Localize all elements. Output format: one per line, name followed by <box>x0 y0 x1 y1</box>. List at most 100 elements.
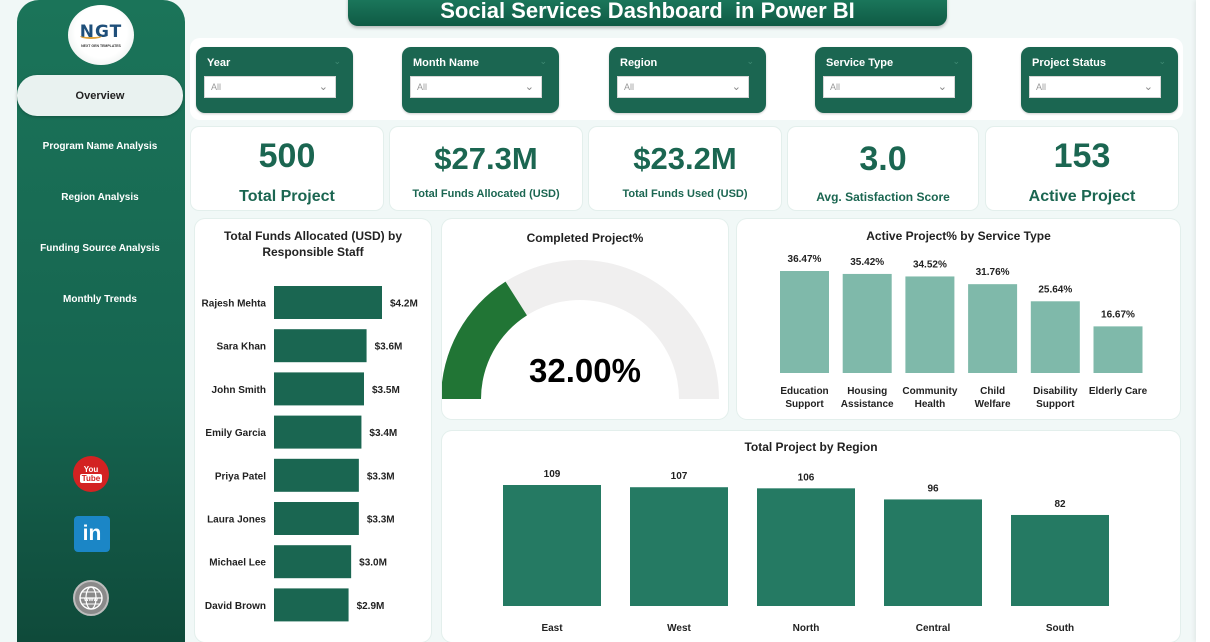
sidebar-item-program-name-analysis[interactable]: Program Name Analysis <box>17 141 183 152</box>
website-label: www <box>83 597 98 603</box>
sidebar-item-funding-source-analysis[interactable]: Funding Source Analysis <box>17 243 183 254</box>
sidebar-item-label: Program Name Analysis <box>42 141 158 152</box>
region-chart-card: Total Project by Region 109 East 107 West 10… <box>442 431 1180 642</box>
category-label: Support <box>785 399 824 410</box>
slicer-header-chevron-icon[interactable]: ⌄ <box>952 56 960 66</box>
filter-value: All <box>211 82 222 92</box>
kpi-value: $27.3M <box>434 141 538 176</box>
data-label: 109 <box>544 469 561 480</box>
slicer-header-chevron-icon[interactable]: ⌄ <box>333 56 341 66</box>
category-label: John Smith <box>212 385 266 396</box>
bar[interactable] <box>905 276 955 373</box>
globe-icon: www <box>79 586 103 610</box>
linkedin-label: in <box>82 522 102 545</box>
filter-dropdown[interactable]: All ⌄ <box>823 76 955 98</box>
filter-value: All <box>830 82 841 92</box>
data-label: $3.0M <box>359 558 387 569</box>
sidebar-item-region-analysis[interactable]: Region Analysis <box>17 192 183 203</box>
category-label: Emily Garcia <box>205 428 266 439</box>
data-label: 35.42% <box>850 257 884 268</box>
youtube-label-bottom: Tube <box>79 474 103 483</box>
kpi-label: Total Funds Allocated (USD) <box>412 188 560 200</box>
kpi-value: $23.2M <box>633 141 737 176</box>
category-label: Michael Lee <box>209 558 266 569</box>
category-label: North <box>793 623 820 634</box>
slicer-header-chevron-icon[interactable]: ⌄ <box>539 56 547 66</box>
filter-project-status-slicer[interactable]: Project Status ⌄ All ⌄ <box>1021 47 1178 113</box>
category-label: Welfare <box>975 399 1011 410</box>
bar[interactable] <box>274 286 382 319</box>
chevron-down-icon: ⌄ <box>318 81 328 93</box>
bar[interactable] <box>757 488 855 606</box>
kpi-value: 153 <box>1053 137 1111 175</box>
category-label: Elderly Care <box>1089 386 1148 397</box>
chart-title: Completed Project% <box>526 231 644 245</box>
filter-region-slicer[interactable]: Region ⌄ All ⌄ <box>609 47 766 113</box>
chevron-down-icon: ⌄ <box>1143 81 1153 93</box>
data-label: 107 <box>671 471 688 482</box>
data-label: $3.6M <box>375 342 403 353</box>
bar[interactable] <box>274 458 359 492</box>
filter-service-type-slicer[interactable]: Service Type ⌄ All ⌄ <box>815 47 972 113</box>
filter-dropdown[interactable]: All ⌄ <box>617 76 749 98</box>
category-label: Sara Khan <box>217 342 266 353</box>
bar[interactable] <box>1093 326 1143 373</box>
data-label: $3.3M <box>367 471 395 482</box>
bar[interactable] <box>780 271 829 373</box>
bar[interactable] <box>630 487 728 606</box>
category-label: Support <box>1036 399 1075 410</box>
category-label: Housing <box>847 386 887 397</box>
data-label: 25.64% <box>1038 284 1072 295</box>
youtube-icon[interactable]: You Tube <box>73 456 109 492</box>
category-label: Rajesh Mehta <box>202 299 267 310</box>
category-label: East <box>541 623 563 634</box>
filter-label: Service Type <box>826 57 894 69</box>
page-title: Social Services Dashboard in Power BI <box>348 0 947 26</box>
slicer-header-chevron-icon[interactable]: ⌄ <box>746 56 754 66</box>
service-type-chart: 36.47% Education Support 35.42% Housing Assis… <box>780 254 1148 410</box>
filter-month-name-slicer[interactable]: Month Name ⌄ All ⌄ <box>402 47 559 113</box>
kpi-label: Active Project <box>1028 188 1136 205</box>
category-label: West <box>667 623 691 634</box>
bar[interactable] <box>884 499 982 606</box>
category-label: Community <box>902 386 957 397</box>
filter-value: All <box>624 82 635 92</box>
bar[interactable] <box>274 372 364 406</box>
bar[interactable] <box>842 273 892 373</box>
kpi-value: 500 <box>258 137 316 175</box>
linkedin-icon[interactable]: in <box>74 516 110 552</box>
filter-year-slicer[interactable]: Year ⌄ All ⌄ <box>196 47 353 113</box>
sidebar-item-monthly-trends[interactable]: Monthly Trends <box>17 294 183 305</box>
bar[interactable] <box>1030 301 1080 373</box>
bar[interactable] <box>503 485 601 606</box>
bar[interactable] <box>274 415 362 449</box>
category-label: Central <box>916 623 951 634</box>
bar[interactable] <box>1011 514 1109 606</box>
staff-funds-chart: Rajesh Mehta $4.2M Sara Khan $3.6M John Smit… <box>202 286 418 622</box>
filter-dropdown[interactable]: All ⌄ <box>204 76 336 98</box>
filter-dropdown[interactable]: All ⌄ <box>410 76 542 98</box>
completed-project-gauge-card: Completed Project% 32.00% <box>442 219 728 419</box>
website-icon[interactable]: www <box>73 580 109 616</box>
bar[interactable] <box>274 545 352 579</box>
ngt-logo: NGT NEXT GEN TEMPLATES <box>68 5 134 65</box>
sidebar-item-overview[interactable]: Overview <box>17 75 183 116</box>
data-label: 106 <box>798 472 815 483</box>
category-label: Disability <box>1033 386 1078 397</box>
bar[interactable] <box>968 284 1018 373</box>
gauge-fill[interactable] <box>442 281 527 399</box>
sidebar-item-label: Monthly Trends <box>63 294 137 305</box>
kpi-label: Total Funds Used (USD) <box>622 188 748 200</box>
slicer-header-chevron-icon[interactable]: ⌄ <box>1158 56 1166 66</box>
bar[interactable] <box>274 502 359 535</box>
filter-dropdown[interactable]: All ⌄ <box>1029 76 1161 98</box>
chart-title: Total Funds Allocated (USD) by Responsib… <box>223 229 402 259</box>
chart-title: Active Project% by Service Type <box>866 229 1051 243</box>
bar[interactable] <box>274 588 349 622</box>
bar[interactable] <box>274 329 367 363</box>
category-label: David Brown <box>205 601 266 612</box>
chart-title: Total Project by Region <box>744 440 878 454</box>
kpi-total-funds-used: $23.2M Total Funds Used (USD) <box>589 127 781 210</box>
data-label: 31.76% <box>976 267 1010 278</box>
gauge-value: 32.00% <box>529 352 641 389</box>
